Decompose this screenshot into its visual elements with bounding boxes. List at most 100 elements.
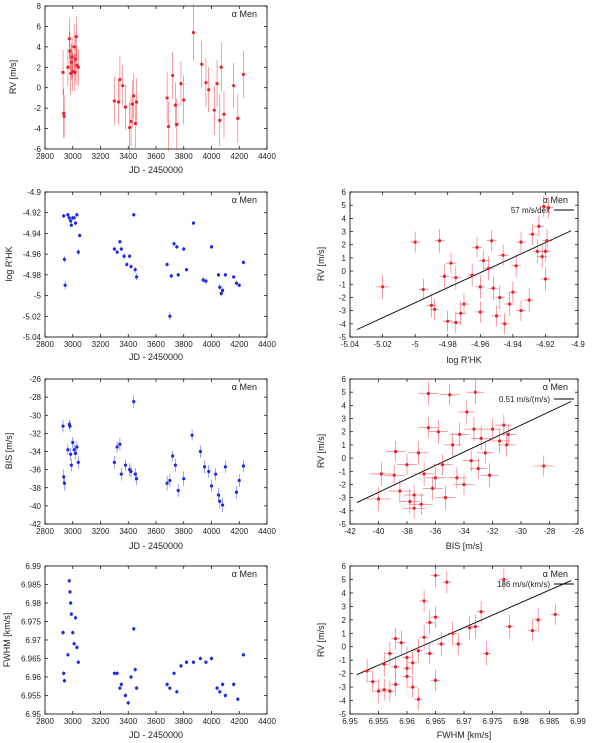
data-point	[391, 627, 401, 650]
y-tick-label: -36	[29, 466, 41, 475]
data-point	[232, 63, 236, 109]
point-marker	[214, 472, 218, 476]
data-point	[234, 281, 239, 286]
data-point	[66, 444, 70, 456]
data-point	[446, 252, 456, 274]
point-marker	[74, 35, 78, 39]
point-marker	[172, 671, 176, 675]
point-marker	[134, 275, 139, 279]
plot-frame	[44, 565, 268, 715]
point-marker	[134, 100, 139, 104]
point-marker	[433, 615, 438, 619]
x-tick-label: 6.95	[342, 717, 358, 726]
data-point	[112, 671, 116, 676]
point-marker	[176, 488, 180, 493]
y-tick-label: 5	[342, 201, 347, 210]
data-point	[128, 102, 132, 154]
x-tick-label: 6.955	[368, 717, 389, 726]
point-marker	[439, 642, 443, 646]
plot-title: α Men	[543, 195, 568, 205]
data-point	[425, 642, 435, 665]
data-point	[543, 197, 554, 219]
plot-frame	[44, 191, 268, 338]
data-point	[222, 90, 226, 138]
point-marker	[165, 96, 169, 100]
point-marker	[446, 319, 450, 323]
point-marker	[502, 577, 506, 582]
point-marker	[218, 690, 222, 694]
plot-frame	[44, 378, 268, 525]
x-tick-label: 3000	[64, 152, 82, 161]
point-marker	[207, 88, 211, 92]
point-marker	[134, 686, 139, 690]
x-tick-label: 3200	[92, 527, 110, 536]
data-point	[430, 606, 441, 628]
fit-line	[356, 580, 572, 676]
data-point	[201, 276, 205, 284]
point-marker	[479, 436, 483, 440]
data-point	[379, 679, 389, 701]
point-marker	[62, 475, 66, 479]
point-marker	[412, 506, 416, 510]
data-point	[75, 441, 79, 453]
point-marker	[530, 232, 535, 236]
point-marker	[165, 682, 169, 687]
point-marker	[168, 478, 172, 483]
y-tick-label: 2	[342, 241, 347, 250]
y-tick-label: -32	[29, 429, 41, 438]
point-marker	[519, 240, 523, 244]
x-tick-label: 3800	[175, 717, 193, 726]
y-tick-label: -4	[339, 320, 347, 329]
point-marker	[236, 116, 240, 120]
point-marker	[119, 472, 123, 476]
data-marks	[356, 563, 572, 710]
data-point	[76, 248, 80, 256]
y-tick-label: 6.97	[25, 636, 41, 645]
data-point	[471, 426, 492, 451]
data-point	[476, 600, 486, 623]
point-marker	[132, 627, 136, 631]
point-marker	[166, 124, 171, 129]
data-point	[430, 669, 441, 692]
data-point	[430, 563, 441, 588]
data-point	[495, 414, 513, 436]
point-marker	[175, 690, 179, 694]
y-tick-label: 6	[342, 188, 347, 197]
y-tick-label: -5	[34, 292, 42, 301]
x-tick-label: 4200	[230, 152, 248, 161]
data-point	[498, 244, 508, 266]
data-point	[68, 589, 72, 595]
y-tick-label: -1	[339, 280, 347, 289]
y-tick-label: 2	[342, 616, 347, 625]
point-marker	[175, 122, 179, 127]
data-point	[237, 283, 241, 288]
point-marker	[71, 440, 75, 445]
point-marker	[62, 481, 67, 485]
point-marker	[222, 112, 226, 116]
data-point	[402, 664, 412, 689]
data-point	[179, 663, 183, 669]
point-marker	[182, 477, 186, 481]
data-marks	[356, 195, 572, 335]
x-tick-label: -5	[412, 340, 420, 349]
y-tick-label: -34	[29, 448, 41, 457]
data-point	[132, 212, 136, 217]
point-marker	[232, 84, 236, 88]
point-marker	[379, 472, 383, 476]
point-marker	[422, 472, 426, 476]
data-point	[209, 656, 214, 661]
data-point	[63, 281, 67, 290]
point-marker	[173, 103, 178, 107]
point-marker	[479, 610, 483, 614]
data-point	[179, 61, 183, 107]
data-point	[470, 614, 480, 639]
data-point	[385, 440, 406, 463]
data-point	[540, 240, 551, 262]
data-point	[165, 682, 169, 687]
data-point	[450, 265, 461, 290]
x-tick-label: 3800	[175, 152, 193, 161]
data-point	[209, 479, 214, 493]
x-tick-label: 6.985	[539, 717, 560, 726]
point-marker	[73, 221, 78, 225]
point-marker	[456, 642, 460, 646]
